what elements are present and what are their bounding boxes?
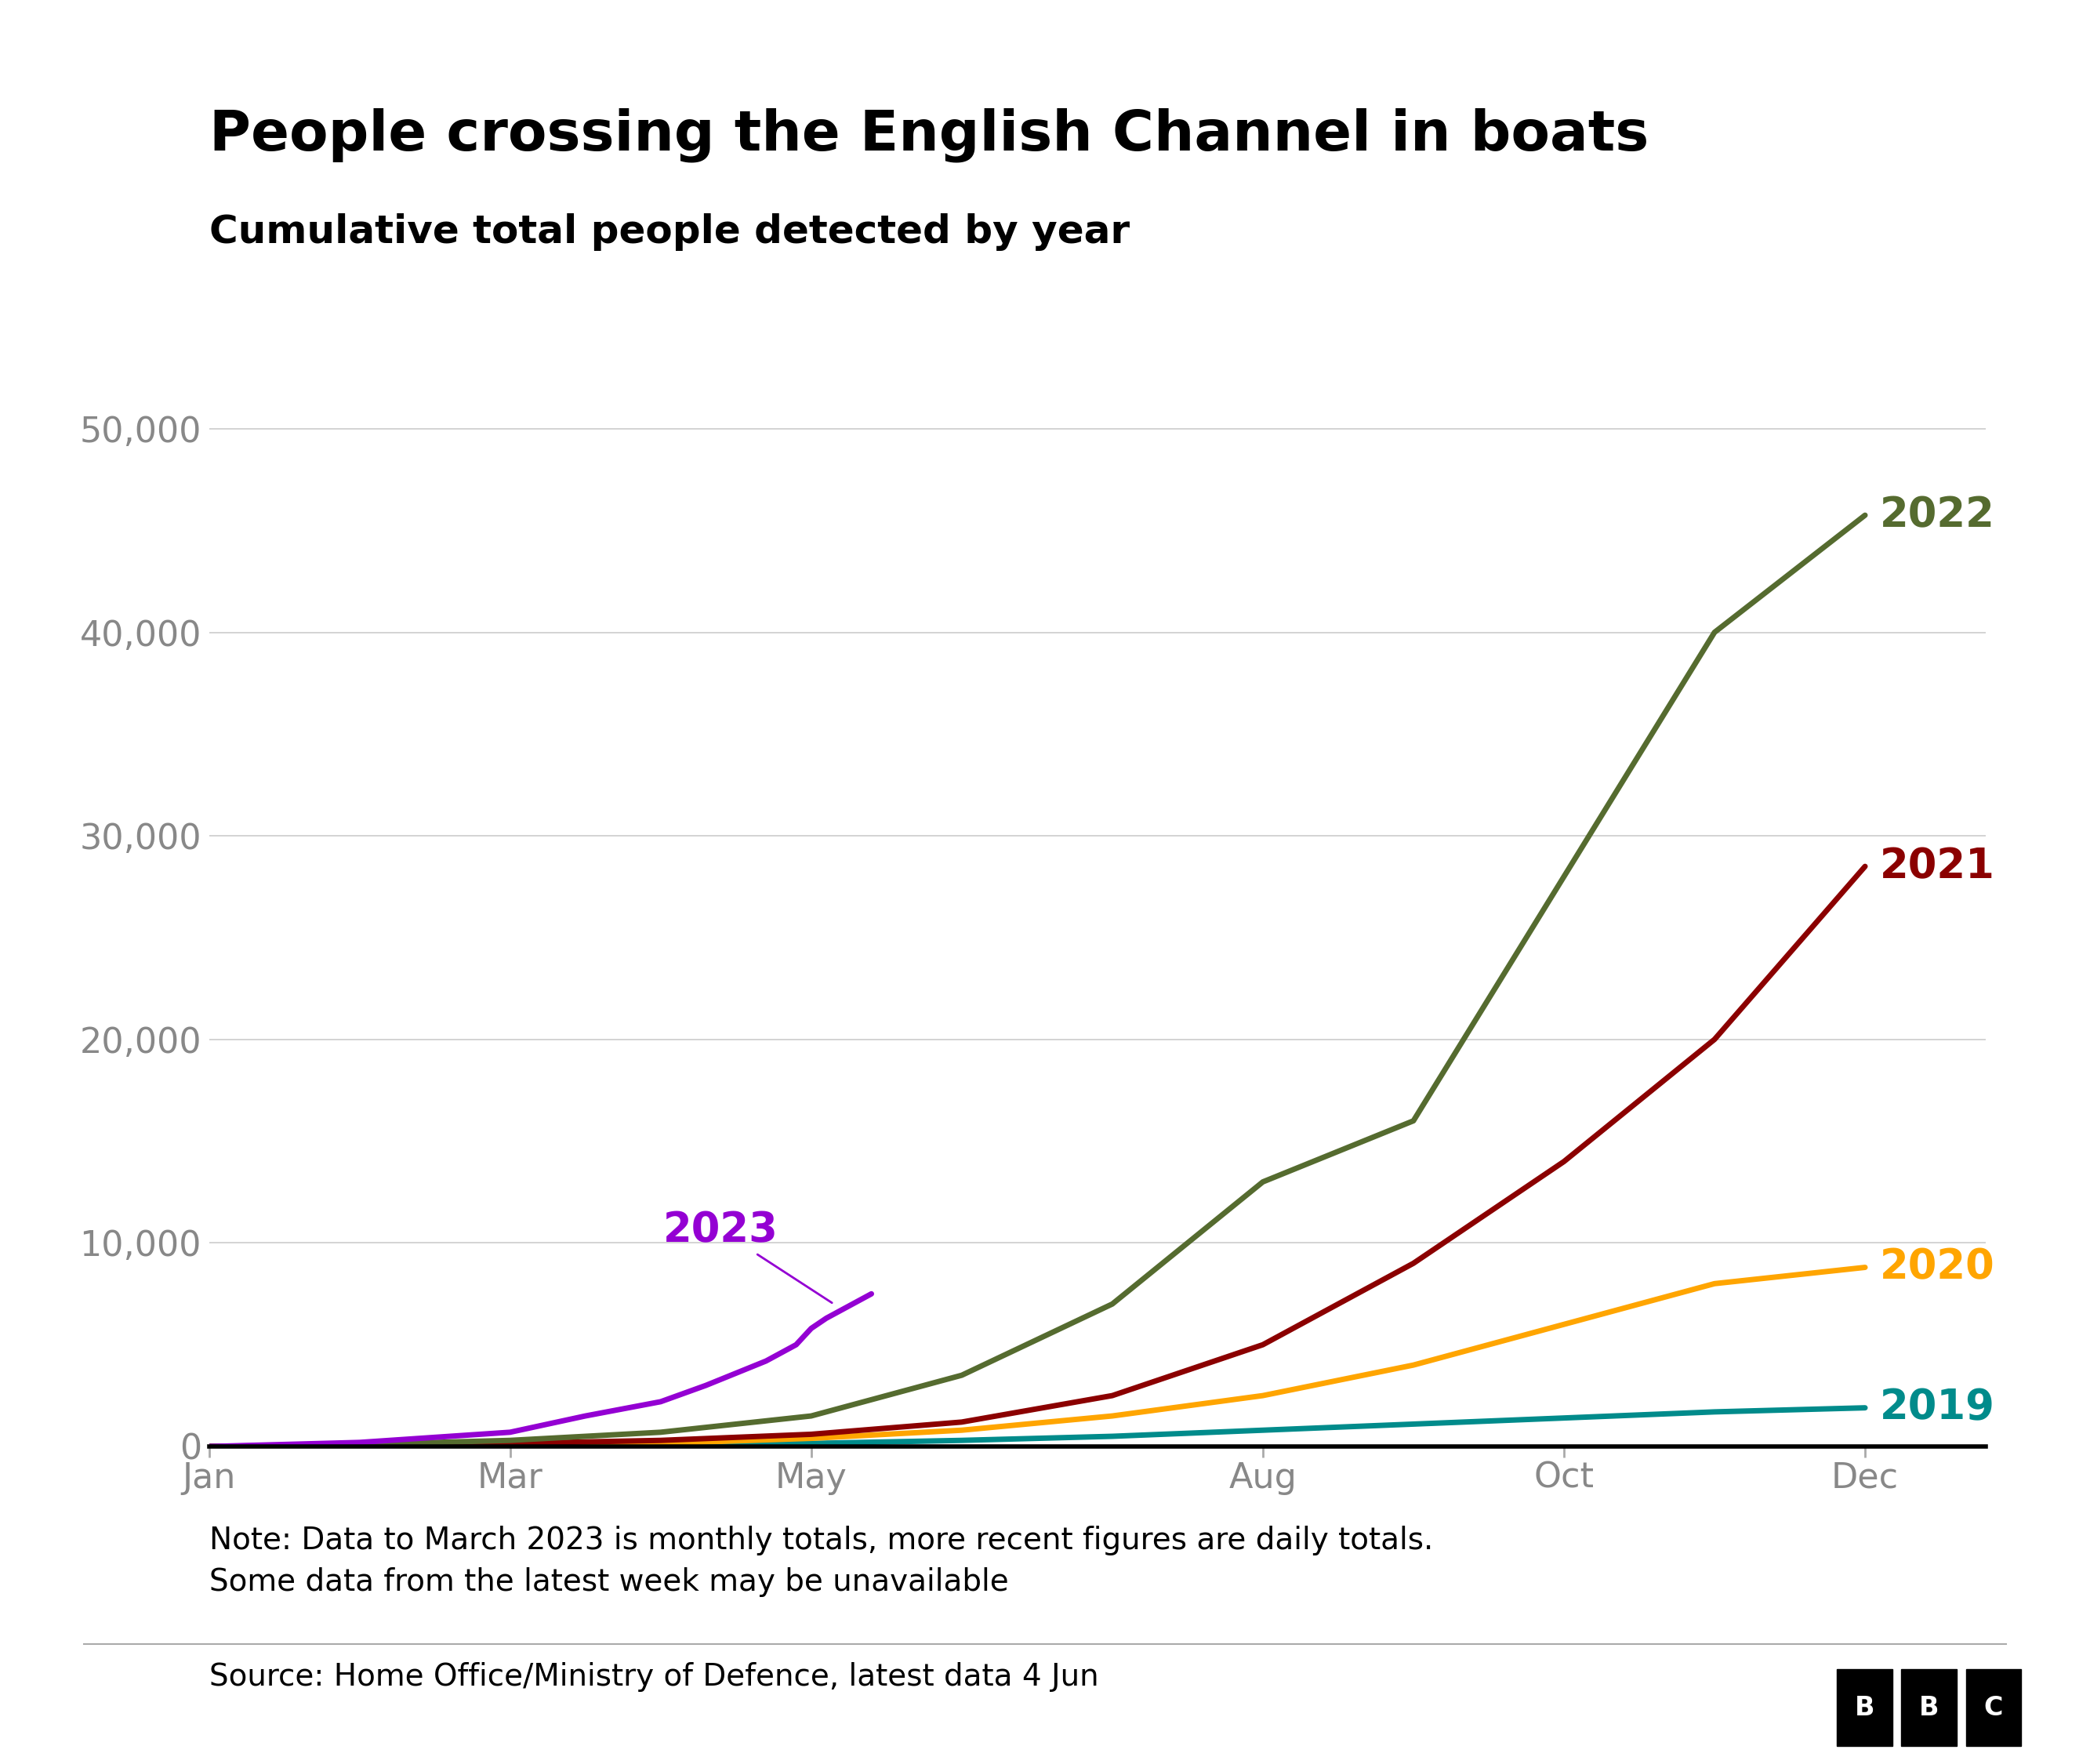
Text: 2020: 2020 bbox=[1881, 1247, 1996, 1288]
Text: People crossing the English Channel in boats: People crossing the English Channel in b… bbox=[209, 108, 1649, 162]
Text: B: B bbox=[1854, 1695, 1875, 1720]
FancyBboxPatch shape bbox=[1837, 1669, 1891, 1746]
Text: Cumulative total people detected by year: Cumulative total people detected by year bbox=[209, 213, 1129, 250]
Text: Source: Home Office/Ministry of Defence, latest data 4 Jun: Source: Home Office/Ministry of Defence,… bbox=[209, 1662, 1099, 1692]
FancyBboxPatch shape bbox=[1967, 1669, 2021, 1746]
Text: 2023: 2023 bbox=[663, 1210, 832, 1304]
Text: Note: Data to March 2023 is monthly totals, more recent figures are daily totals: Note: Data to March 2023 is monthly tota… bbox=[209, 1526, 1434, 1596]
Text: 2021: 2021 bbox=[1881, 847, 1996, 887]
Text: 2019: 2019 bbox=[1881, 1388, 1996, 1429]
Text: 2022: 2022 bbox=[1881, 496, 1996, 536]
Text: B: B bbox=[1919, 1695, 1940, 1720]
Text: C: C bbox=[1983, 1695, 2002, 1720]
FancyBboxPatch shape bbox=[1902, 1669, 1956, 1746]
